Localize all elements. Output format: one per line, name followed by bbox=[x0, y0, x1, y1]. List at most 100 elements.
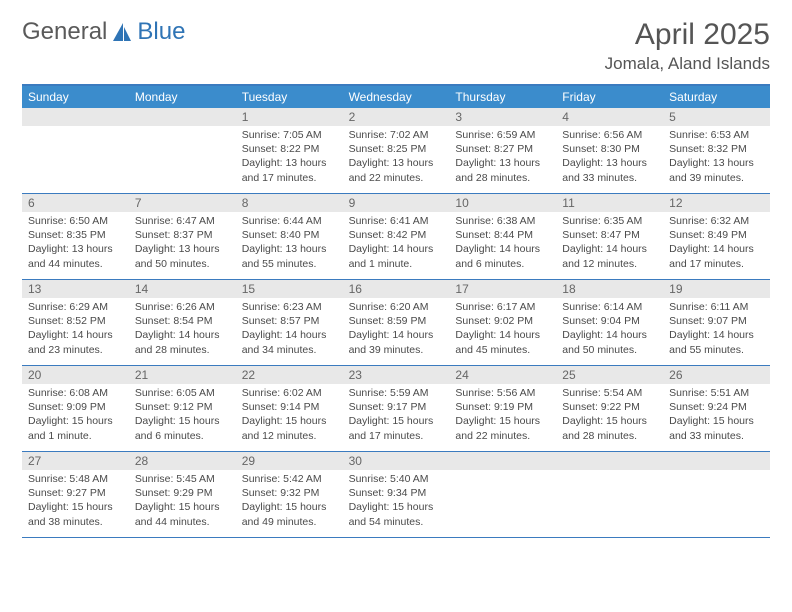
info-line: Sunset: 8:22 PM bbox=[242, 142, 337, 156]
day-header-cell: Thursday bbox=[449, 86, 556, 108]
date-number: 19 bbox=[663, 280, 770, 298]
info-line: Sunrise: 6:38 AM bbox=[455, 214, 550, 228]
info-line: Daylight: 15 hours bbox=[28, 414, 123, 428]
day-cell: 8Sunrise: 6:44 AMSunset: 8:40 PMDaylight… bbox=[236, 194, 343, 279]
info-line: Daylight: 14 hours bbox=[28, 328, 123, 342]
day-cell: 17Sunrise: 6:17 AMSunset: 9:02 PMDayligh… bbox=[449, 280, 556, 365]
day-cell: 14Sunrise: 6:26 AMSunset: 8:54 PMDayligh… bbox=[129, 280, 236, 365]
info-line: Sunrise: 6:56 AM bbox=[562, 128, 657, 142]
info-line: and 54 minutes. bbox=[349, 515, 444, 529]
info-line: Daylight: 15 hours bbox=[562, 414, 657, 428]
info-line: Daylight: 14 hours bbox=[349, 242, 444, 256]
day-info: Sunrise: 6:41 AMSunset: 8:42 PMDaylight:… bbox=[343, 212, 450, 275]
info-line: Sunset: 9:12 PM bbox=[135, 400, 230, 414]
date-number: 29 bbox=[236, 452, 343, 470]
info-line: Daylight: 14 hours bbox=[562, 242, 657, 256]
info-line: Sunset: 9:34 PM bbox=[349, 486, 444, 500]
info-line: Sunset: 9:02 PM bbox=[455, 314, 550, 328]
logo-text-left: General bbox=[22, 18, 107, 46]
day-info: Sunrise: 6:35 AMSunset: 8:47 PMDaylight:… bbox=[556, 212, 663, 275]
info-line: and 22 minutes. bbox=[455, 429, 550, 443]
info-line: Sunrise: 5:56 AM bbox=[455, 386, 550, 400]
info-line: Daylight: 13 hours bbox=[349, 156, 444, 170]
info-line: Sunset: 9:09 PM bbox=[28, 400, 123, 414]
day-header-row: SundayMondayTuesdayWednesdayThursdayFrid… bbox=[22, 86, 770, 108]
date-number: 1 bbox=[236, 108, 343, 126]
info-line: Sunset: 8:42 PM bbox=[349, 228, 444, 242]
day-info: Sunrise: 5:51 AMSunset: 9:24 PMDaylight:… bbox=[663, 384, 770, 447]
info-line: Sunset: 8:32 PM bbox=[669, 142, 764, 156]
info-line: Sunrise: 6:59 AM bbox=[455, 128, 550, 142]
info-line: and 55 minutes. bbox=[242, 257, 337, 271]
day-cell: 16Sunrise: 6:20 AMSunset: 8:59 PMDayligh… bbox=[343, 280, 450, 365]
info-line: Sunrise: 6:35 AM bbox=[562, 214, 657, 228]
date-number: 24 bbox=[449, 366, 556, 384]
location: Jomala, Aland Islands bbox=[605, 54, 770, 74]
day-cell: 26Sunrise: 5:51 AMSunset: 9:24 PMDayligh… bbox=[663, 366, 770, 451]
info-line: and 39 minutes. bbox=[669, 171, 764, 185]
info-line: Sunset: 8:40 PM bbox=[242, 228, 337, 242]
date-number: 28 bbox=[129, 452, 236, 470]
info-line: Sunrise: 5:51 AM bbox=[669, 386, 764, 400]
day-info: Sunrise: 5:40 AMSunset: 9:34 PMDaylight:… bbox=[343, 470, 450, 533]
day-cell bbox=[556, 452, 663, 537]
info-line: Sunrise: 6:26 AM bbox=[135, 300, 230, 314]
day-info: Sunrise: 5:48 AMSunset: 9:27 PMDaylight:… bbox=[22, 470, 129, 533]
info-line: Daylight: 14 hours bbox=[669, 242, 764, 256]
info-line: and 38 minutes. bbox=[28, 515, 123, 529]
info-line: and 33 minutes. bbox=[669, 429, 764, 443]
info-line: Sunset: 8:49 PM bbox=[669, 228, 764, 242]
info-line: and 23 minutes. bbox=[28, 343, 123, 357]
info-line: Sunrise: 7:02 AM bbox=[349, 128, 444, 142]
date-number: 12 bbox=[663, 194, 770, 212]
day-info: Sunrise: 6:50 AMSunset: 8:35 PMDaylight:… bbox=[22, 212, 129, 275]
date-number bbox=[449, 452, 556, 470]
info-line: and 17 minutes. bbox=[242, 171, 337, 185]
week-row: 20Sunrise: 6:08 AMSunset: 9:09 PMDayligh… bbox=[22, 366, 770, 452]
day-header-cell: Monday bbox=[129, 86, 236, 108]
day-cell: 27Sunrise: 5:48 AMSunset: 9:27 PMDayligh… bbox=[22, 452, 129, 537]
info-line: Daylight: 13 hours bbox=[455, 156, 550, 170]
day-cell bbox=[129, 108, 236, 193]
day-info: Sunrise: 6:08 AMSunset: 9:09 PMDaylight:… bbox=[22, 384, 129, 447]
day-cell: 12Sunrise: 6:32 AMSunset: 8:49 PMDayligh… bbox=[663, 194, 770, 279]
info-line: Sunset: 9:07 PM bbox=[669, 314, 764, 328]
info-line: and 17 minutes. bbox=[349, 429, 444, 443]
sail-icon bbox=[111, 21, 133, 43]
info-line: and 44 minutes. bbox=[135, 515, 230, 529]
info-line: Sunrise: 6:50 AM bbox=[28, 214, 123, 228]
day-info: Sunrise: 6:59 AMSunset: 8:27 PMDaylight:… bbox=[449, 126, 556, 189]
info-line: Sunset: 9:14 PM bbox=[242, 400, 337, 414]
day-header-cell: Friday bbox=[556, 86, 663, 108]
day-cell: 29Sunrise: 5:42 AMSunset: 9:32 PMDayligh… bbox=[236, 452, 343, 537]
info-line: Sunset: 9:27 PM bbox=[28, 486, 123, 500]
day-info: Sunrise: 5:42 AMSunset: 9:32 PMDaylight:… bbox=[236, 470, 343, 533]
day-cell: 24Sunrise: 5:56 AMSunset: 9:19 PMDayligh… bbox=[449, 366, 556, 451]
day-info: Sunrise: 6:20 AMSunset: 8:59 PMDaylight:… bbox=[343, 298, 450, 361]
day-info: Sunrise: 6:56 AMSunset: 8:30 PMDaylight:… bbox=[556, 126, 663, 189]
info-line: Daylight: 15 hours bbox=[349, 500, 444, 514]
info-line: Sunrise: 5:42 AM bbox=[242, 472, 337, 486]
day-cell: 21Sunrise: 6:05 AMSunset: 9:12 PMDayligh… bbox=[129, 366, 236, 451]
info-line: Sunrise: 6:05 AM bbox=[135, 386, 230, 400]
date-number: 9 bbox=[343, 194, 450, 212]
date-number: 23 bbox=[343, 366, 450, 384]
info-line: Sunset: 9:24 PM bbox=[669, 400, 764, 414]
info-line: Sunrise: 6:41 AM bbox=[349, 214, 444, 228]
info-line: Sunrise: 5:40 AM bbox=[349, 472, 444, 486]
info-line: Daylight: 15 hours bbox=[242, 414, 337, 428]
info-line: Sunrise: 6:47 AM bbox=[135, 214, 230, 228]
info-line: and 39 minutes. bbox=[349, 343, 444, 357]
info-line: Daylight: 13 hours bbox=[135, 242, 230, 256]
info-line: and 50 minutes. bbox=[135, 257, 230, 271]
info-line: Sunrise: 6:11 AM bbox=[669, 300, 764, 314]
info-line: Daylight: 13 hours bbox=[562, 156, 657, 170]
info-line: Daylight: 14 hours bbox=[349, 328, 444, 342]
info-line: Sunrise: 6:29 AM bbox=[28, 300, 123, 314]
info-line: Sunrise: 7:05 AM bbox=[242, 128, 337, 142]
date-number: 27 bbox=[22, 452, 129, 470]
info-line: and 6 minutes. bbox=[135, 429, 230, 443]
day-info: Sunrise: 7:02 AMSunset: 8:25 PMDaylight:… bbox=[343, 126, 450, 189]
info-line: Sunrise: 6:17 AM bbox=[455, 300, 550, 314]
info-line: Daylight: 14 hours bbox=[562, 328, 657, 342]
